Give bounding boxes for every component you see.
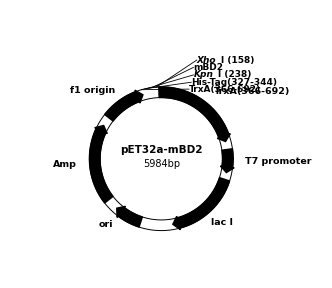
Polygon shape (217, 134, 230, 141)
Text: 5984bp: 5984bp (143, 159, 180, 169)
Polygon shape (95, 126, 107, 134)
Text: pET32a-mBD2: pET32a-mBD2 (120, 145, 203, 155)
Text: Kpn: Kpn (194, 71, 213, 79)
Polygon shape (177, 178, 230, 228)
Polygon shape (220, 166, 234, 173)
Text: mBD2: mBD2 (194, 63, 223, 72)
Polygon shape (135, 90, 143, 103)
Text: lac I: lac I (211, 218, 233, 227)
Polygon shape (117, 206, 125, 217)
Text: His-Tag(327-344): His-Tag(327-344) (191, 78, 277, 87)
Polygon shape (118, 208, 142, 227)
Polygon shape (89, 128, 113, 203)
Text: f1 origin: f1 origin (70, 86, 115, 95)
Text: TrxA(366-692): TrxA(366-692) (214, 87, 290, 96)
Polygon shape (173, 216, 180, 230)
Text: Amp: Amp (52, 160, 76, 169)
Polygon shape (222, 149, 233, 168)
Text: TrxA(366-692): TrxA(366-692) (189, 85, 261, 94)
Text: Xho: Xho (197, 56, 216, 65)
Text: I (158): I (158) (216, 56, 255, 65)
Polygon shape (105, 92, 139, 121)
Polygon shape (159, 87, 229, 138)
Text: ori: ori (99, 220, 114, 229)
Text: I (238): I (238) (213, 71, 252, 79)
Text: T7 promoter: T7 promoter (245, 157, 311, 166)
